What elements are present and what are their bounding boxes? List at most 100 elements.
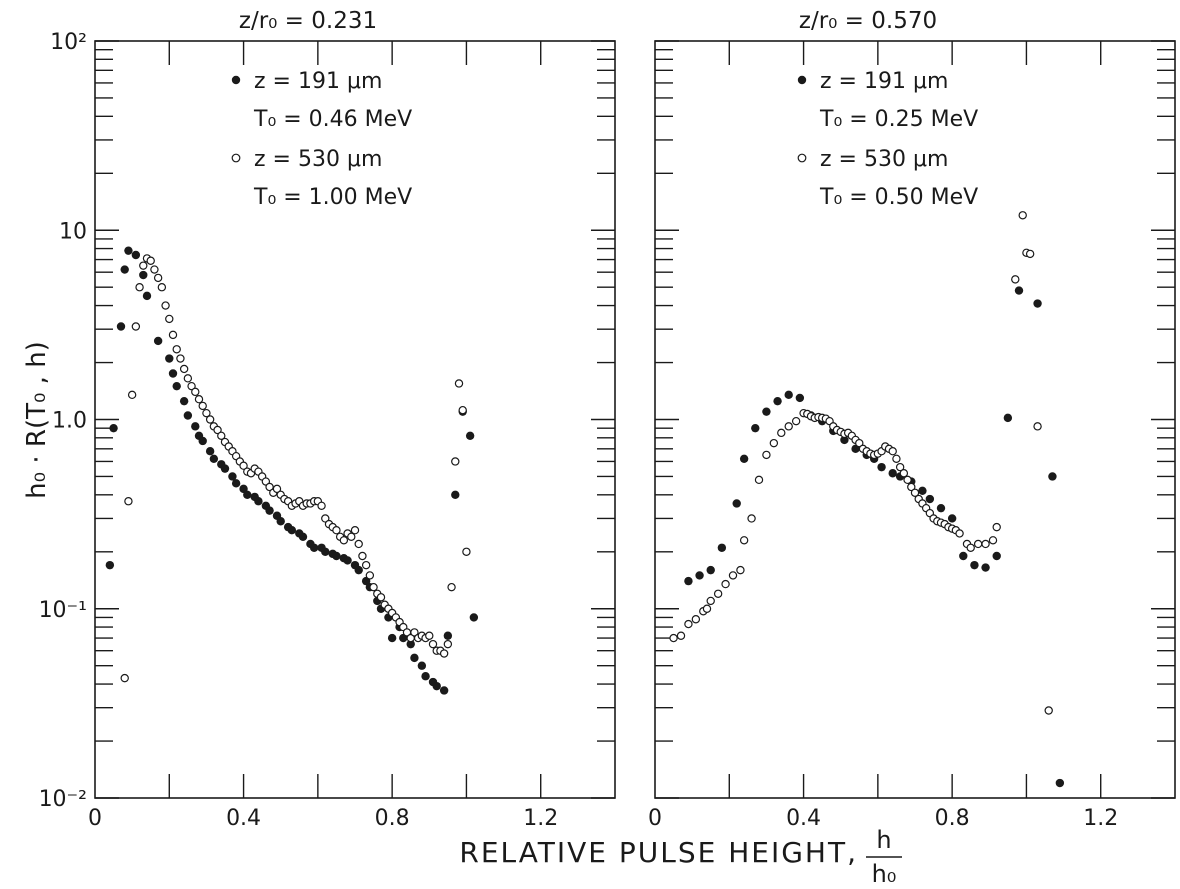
point-open xyxy=(1044,706,1053,715)
point-open xyxy=(265,482,274,492)
y-tick-label: 10⁻¹ xyxy=(39,598,87,623)
point-filled xyxy=(265,506,274,515)
point-filled xyxy=(124,246,133,255)
point-open xyxy=(194,395,204,404)
point-open xyxy=(120,673,129,683)
x-axis-label-text: RELATIVE PULSE HEIGHT, xyxy=(459,836,858,869)
point-open xyxy=(855,438,864,448)
point-filled xyxy=(168,369,178,378)
point-open xyxy=(1025,249,1035,259)
point-open xyxy=(899,469,909,478)
point-filled xyxy=(706,565,715,575)
point-filled xyxy=(936,503,946,513)
point-filled xyxy=(254,497,263,506)
y-tick-label: 10⁻² xyxy=(39,787,87,812)
point-open xyxy=(365,571,375,580)
point-filled xyxy=(684,576,693,586)
point-open xyxy=(153,273,163,283)
point-filled xyxy=(131,250,141,260)
legend-label-1: z = 191 μm xyxy=(820,69,948,94)
point-open xyxy=(410,628,419,637)
point-open xyxy=(239,461,248,470)
x-axis-label: RELATIVE PULSE HEIGHT, h h₀ xyxy=(459,826,902,888)
point-open xyxy=(988,536,998,545)
point-open xyxy=(205,415,215,424)
point-open xyxy=(146,256,155,265)
legend-label-2: z = 530 μm xyxy=(254,147,382,172)
point-open xyxy=(358,551,367,561)
panel-z-ro-0570: z/r₀ = 0.570 0 0.4 0.8 1.2 z = 191 μm T₀ = … xyxy=(648,8,1176,831)
legend-sublabel-2: T₀ = 1.00 MeV xyxy=(253,185,412,210)
point-filled xyxy=(877,462,886,472)
y-axis: 10⁻² 10⁻¹ 1.0 10 10² xyxy=(39,30,615,812)
point-open xyxy=(127,390,137,400)
point-open xyxy=(198,401,207,411)
point-filled xyxy=(947,514,957,523)
point-filled xyxy=(417,661,427,670)
point-filled xyxy=(387,633,397,643)
x-tick-label: 0.8 xyxy=(935,806,970,831)
point-filled xyxy=(784,390,793,400)
legend-label-1: z = 191 μm xyxy=(254,69,382,94)
point-filled xyxy=(139,270,148,280)
point-open xyxy=(339,536,349,545)
x-tick-label: 1.2 xyxy=(1083,806,1118,831)
point-open xyxy=(791,416,801,426)
point-filled xyxy=(343,556,352,565)
point-open xyxy=(736,565,745,575)
point-open xyxy=(702,604,712,613)
point-open xyxy=(676,631,686,640)
point-open xyxy=(447,582,456,592)
point-filled xyxy=(120,265,129,274)
point-open xyxy=(369,582,378,592)
point-open xyxy=(135,283,144,292)
point-filled xyxy=(717,543,727,552)
y-tick-label: 10 xyxy=(59,219,87,244)
point-filled xyxy=(469,613,479,622)
legend: z = 191 μm T₀ = 0.25 MeV z = 530 μm T₀ =… xyxy=(797,69,978,210)
point-open xyxy=(172,345,181,354)
point-filled xyxy=(198,436,207,446)
point-open xyxy=(747,514,756,523)
point-filled xyxy=(959,551,968,561)
x-tick-label: 1.2 xyxy=(523,806,558,831)
x-tick-label: 0.8 xyxy=(375,806,410,831)
point-filled xyxy=(172,381,181,391)
point-filled xyxy=(410,653,419,663)
point-filled xyxy=(773,396,782,406)
point-open xyxy=(728,571,738,580)
legend-sublabel-2: T₀ = 0.50 MeV xyxy=(819,185,978,210)
point-filled xyxy=(205,446,215,456)
point-filled xyxy=(981,563,990,572)
point-open xyxy=(1033,422,1042,431)
point-open xyxy=(272,484,282,494)
point-filled xyxy=(739,454,749,463)
legend-label-2: z = 530 μm xyxy=(820,147,948,172)
point-filled xyxy=(695,571,704,580)
point-filled xyxy=(228,472,237,481)
x-axis: 0 0.4 0.8 1.2 xyxy=(88,41,558,831)
point-open xyxy=(332,526,341,535)
point-open xyxy=(992,522,1001,532)
point-open xyxy=(317,501,326,510)
legend-sublabel-1: T₀ = 0.25 MeV xyxy=(819,107,978,132)
legend-sublabel-1: T₀ = 0.46 MeV xyxy=(253,107,412,132)
point-open xyxy=(907,482,916,492)
panel-title: z/r₀ = 0.570 xyxy=(799,8,937,34)
x-tick-label: 0 xyxy=(648,806,662,831)
point-filled xyxy=(183,411,193,420)
point-open xyxy=(721,579,730,589)
point-open xyxy=(217,431,226,441)
point-filled xyxy=(142,291,152,301)
point-open xyxy=(769,438,779,448)
point-open xyxy=(684,619,693,629)
point-filled xyxy=(209,454,219,463)
point-filled xyxy=(1003,413,1013,423)
point-filled xyxy=(220,464,230,473)
point-open xyxy=(213,425,222,435)
point-open xyxy=(124,497,133,506)
panel-z-ro-0231: z/r₀ = 0.231 10⁻² 10⁻¹ 1.0 10 10² 0 0.4 0.8 1.2… xyxy=(39,8,616,831)
point-open xyxy=(955,529,964,538)
point-open xyxy=(713,589,723,598)
point-filled xyxy=(165,354,174,363)
